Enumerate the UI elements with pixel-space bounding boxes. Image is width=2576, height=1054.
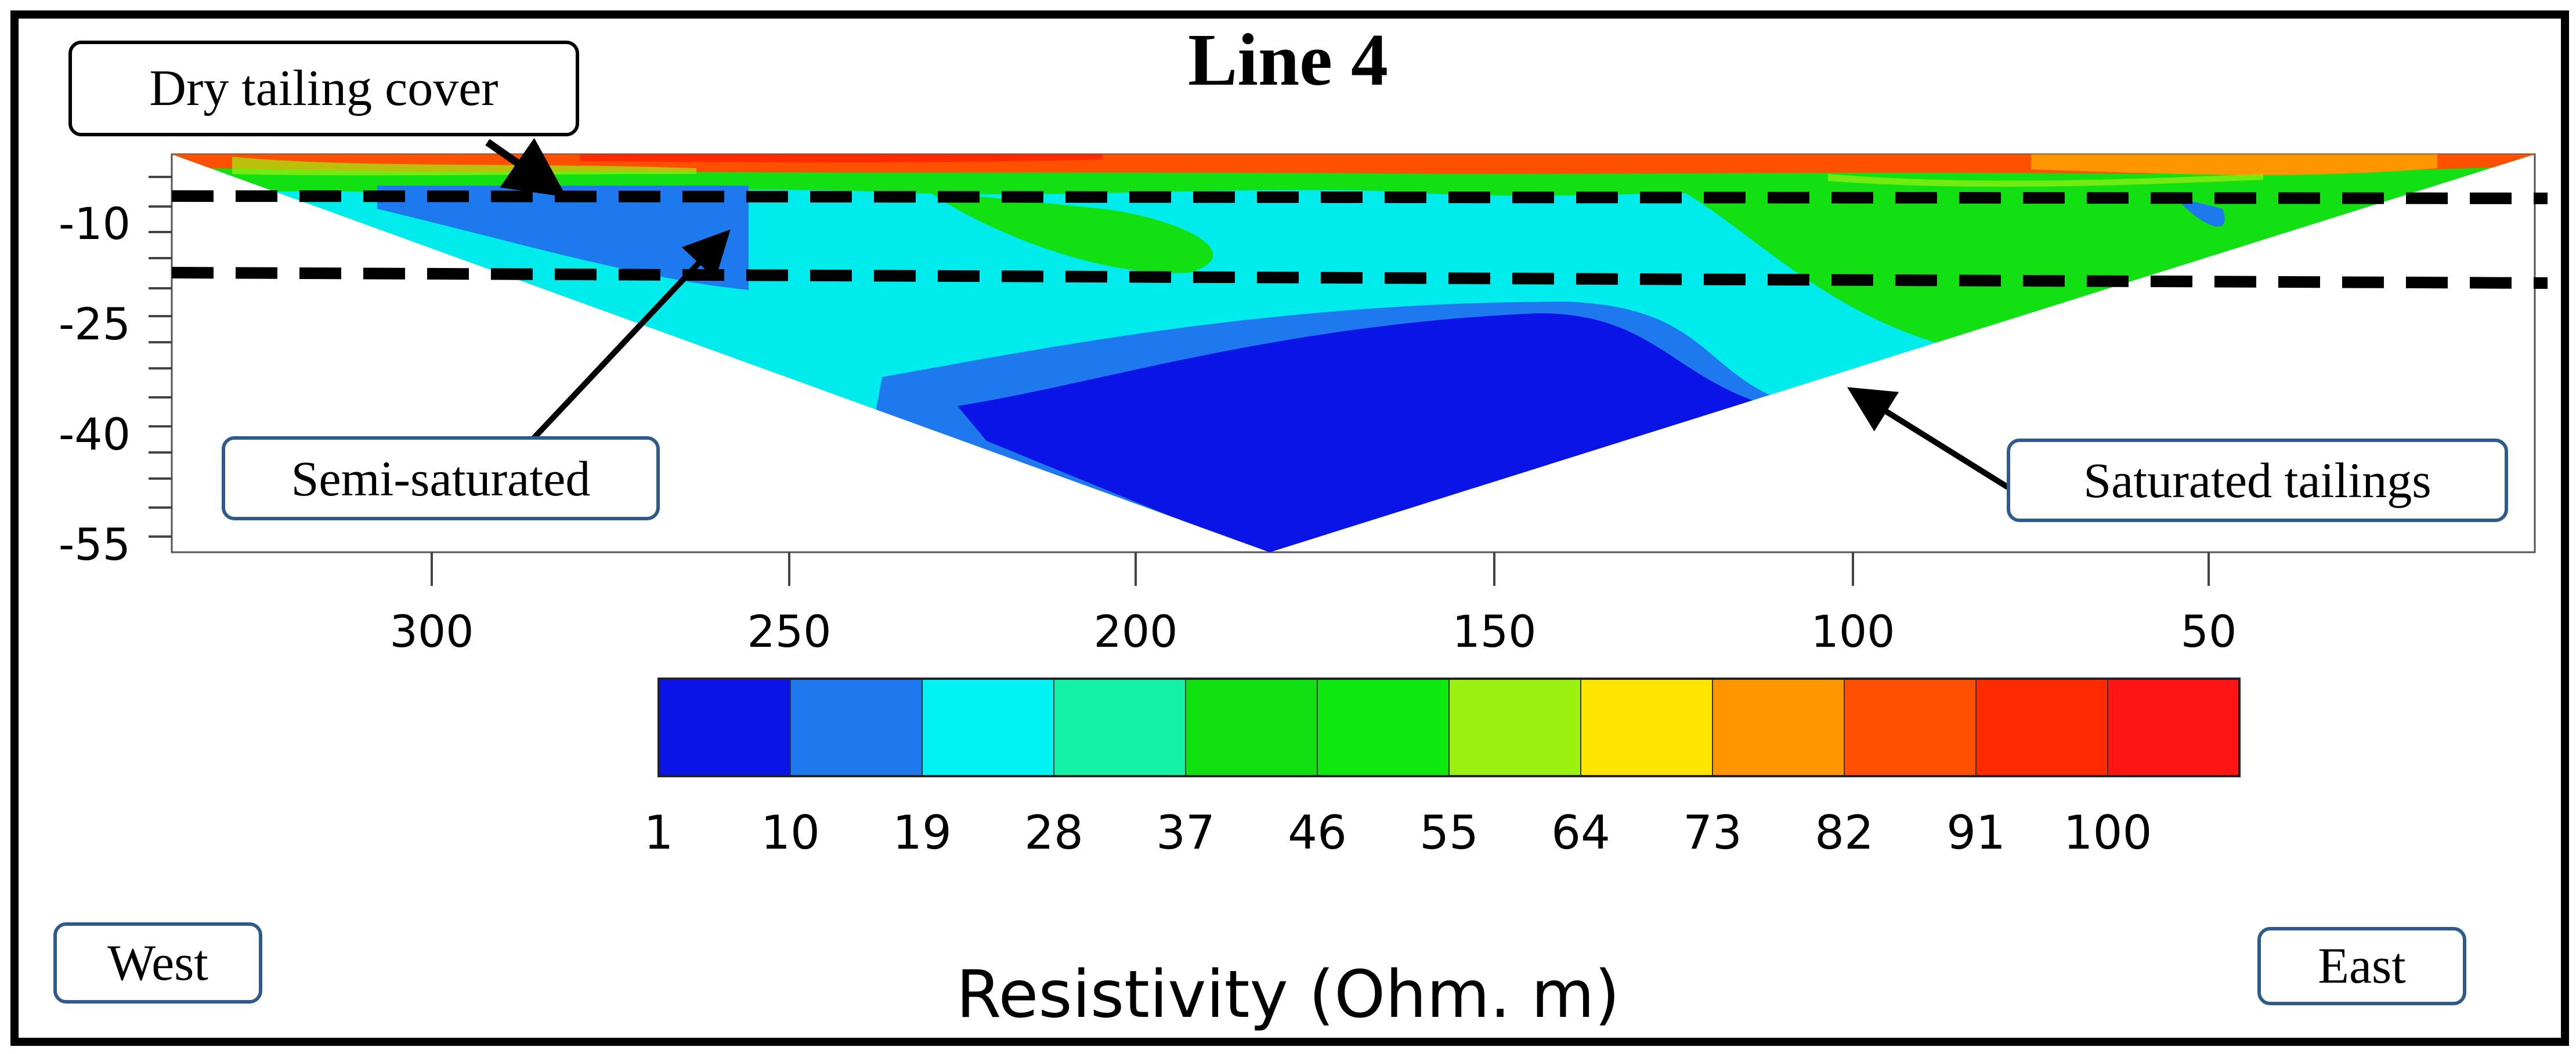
x-axis: 300 250 200 150 100 50 [389, 552, 2237, 657]
colorbar-label: Resistivity (Ohm. m) [956, 957, 1620, 1033]
dry-tailing-cover-label: Dry tailing cover [68, 41, 579, 136]
colorbar-outline [657, 678, 2241, 777]
colorbar-tick-label: 91 [1946, 806, 2006, 860]
boundary-line-lower [171, 267, 2548, 289]
chart-title: Line 4 [1188, 19, 1388, 101]
colorbar-segment [1448, 678, 1581, 777]
colorbar-segment [1053, 678, 1186, 777]
colorbar-segment [922, 678, 1054, 777]
east-label: East [2257, 927, 2466, 1005]
colorbar-segment [1580, 678, 1713, 777]
x-tick-label: 150 [1452, 606, 1536, 657]
boundary-line-upper [171, 190, 2548, 204]
colorbar: 1 10 19 28 37 46 55 64 73 82 91 100 [644, 678, 2241, 860]
y-tick-label: -10 [59, 198, 131, 249]
colorbar-segment [2107, 678, 2240, 777]
west-label: West [53, 922, 262, 1004]
colorbar-segment [1317, 678, 1450, 777]
colorbar-tick-label: 55 [1419, 806, 1479, 860]
colorbar-tick-label: 19 [893, 806, 952, 860]
colorbar-segment [1975, 678, 2108, 777]
colorbar-segment [1712, 678, 1845, 777]
colorbar-tick-label: 73 [1683, 806, 1742, 860]
arrow-semi-saturated [532, 229, 731, 440]
x-tick-label: 300 [389, 606, 474, 657]
colorbar-tick-label: 28 [1024, 806, 1083, 860]
saturated-tailings-label: Saturated tailings [2007, 439, 2508, 522]
colorbar-tick-label: 10 [761, 806, 820, 860]
colorbar-segment [1185, 678, 1318, 777]
arrow-dry-cover [485, 137, 567, 197]
x-tick-label: 100 [1811, 606, 1895, 657]
y-tick-label: -40 [59, 408, 131, 460]
colorbar-tick-label: 1 [644, 806, 674, 860]
semi-saturated-label: Semi-saturated [222, 436, 660, 520]
x-tick-label: 50 [2181, 606, 2237, 657]
colorbar-tick-label: 46 [1288, 806, 1347, 860]
x-tick-label: 200 [1093, 606, 1177, 657]
colorbar-tick-label: 37 [1156, 806, 1215, 860]
colorbar-tick-label: 100 [2064, 806, 2152, 860]
y-axis: -10 -25 -40 -55 [59, 176, 172, 570]
colorbar-tick-label: 82 [1815, 806, 1874, 860]
colorbar-segment [790, 678, 923, 777]
y-tick-label: -55 [59, 519, 131, 570]
colorbar-segment [658, 678, 791, 777]
y-tick-label: -25 [59, 298, 131, 350]
colorbar-segment [1844, 678, 1977, 777]
arrow-saturated-tailings [1847, 387, 2010, 490]
colorbar-tick-label: 64 [1551, 806, 1610, 860]
x-tick-label: 250 [747, 606, 831, 657]
